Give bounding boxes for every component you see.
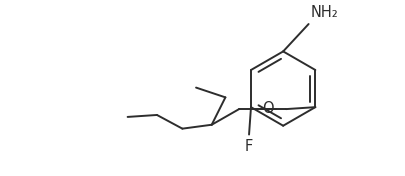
Text: NH₂: NH₂ — [310, 5, 337, 20]
Text: O: O — [262, 101, 273, 116]
Text: F: F — [244, 139, 253, 154]
